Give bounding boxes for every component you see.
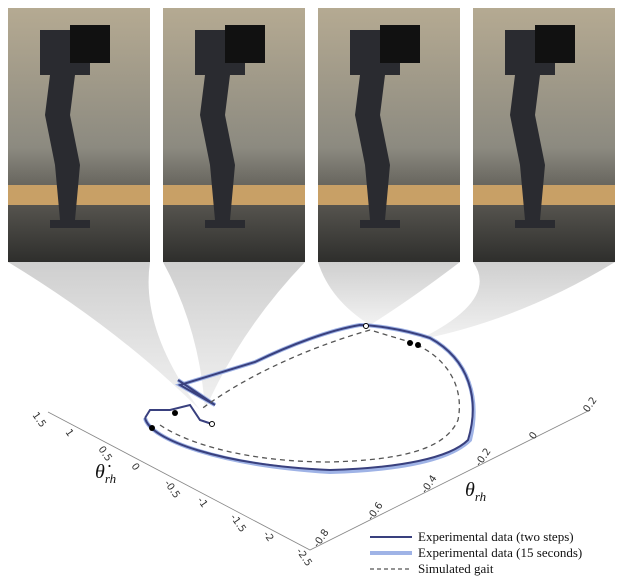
- photos: [8, 8, 615, 262]
- tick-label: -0.2: [473, 446, 493, 468]
- tick-label: -0.5: [162, 478, 182, 500]
- legend-entry: Experimental data (two steps): [418, 529, 574, 544]
- right-axis-label: θrh: [465, 479, 486, 504]
- legend: Experimental data (two steps) Experiment…: [370, 529, 582, 576]
- tick-label: 1.5: [30, 410, 48, 429]
- legend-entry: Experimental data (15 seconds): [418, 545, 582, 560]
- tick-label: -1: [195, 495, 210, 509]
- tick-label: 0: [129, 461, 142, 473]
- legend-entry: Simulated gait: [418, 561, 494, 576]
- curves: [145, 324, 474, 473]
- tick-label: -0.8: [311, 527, 331, 549]
- tick-label: 1: [63, 427, 76, 439]
- tick-label: -0.6: [365, 500, 385, 522]
- left-axis-label: θ̇rh: [95, 461, 116, 486]
- tick-label: -2: [261, 529, 276, 543]
- tick-label: -0.4: [419, 473, 439, 495]
- tick-label: 0.2: [581, 395, 599, 414]
- figure: 1.510.50-0.5-1-1.5-2-2.5-0.8-0.6-0.4-0.2…: [0, 0, 621, 579]
